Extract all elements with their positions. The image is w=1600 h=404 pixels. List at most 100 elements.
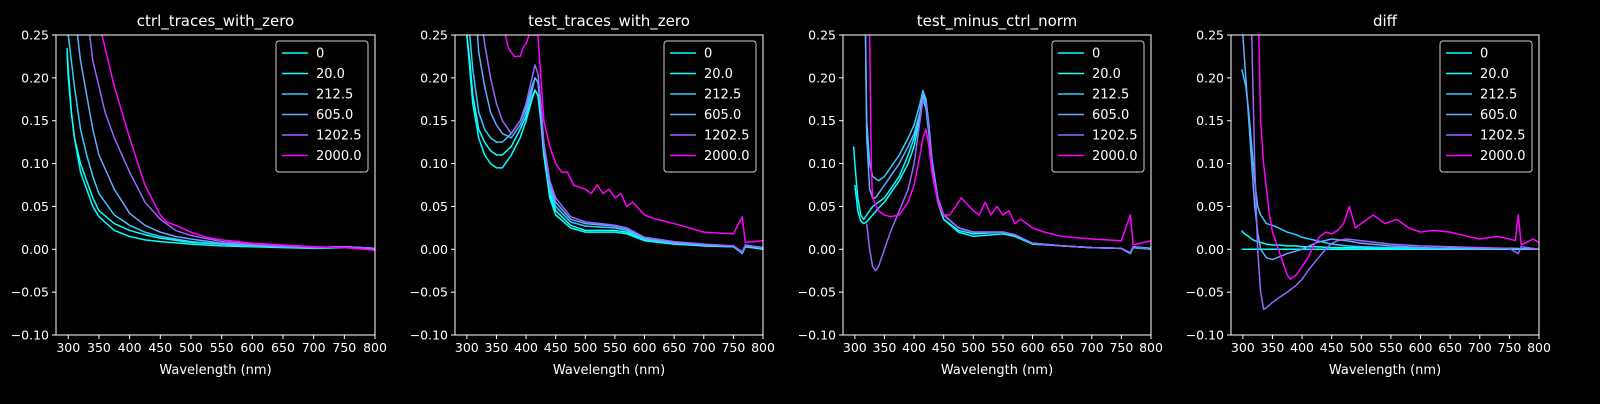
plot-frame: [55, 34, 376, 336]
y-tick-label: 0.00: [808, 242, 836, 257]
x-tick-label: 400: [118, 340, 142, 355]
y-tick-label: 0.10: [1196, 156, 1224, 171]
legend-label: 1202.5: [704, 129, 750, 144]
legend: 0 20.0 212.5 605.0 1202.5 2000.0: [663, 40, 757, 173]
y-tick-label: 0.05: [21, 199, 49, 214]
plot-lines: [852, 35, 1151, 272]
series-line-1202-5: [865, 98, 1151, 272]
x-axis-label: Wavelength (nm): [159, 363, 271, 378]
y-tick-label: 0.25: [420, 28, 448, 43]
y-tick-label: −0.05: [410, 285, 448, 300]
x-tick-label: 500: [573, 340, 597, 355]
x-tick-label: 500: [1349, 340, 1373, 355]
y-tick-label: −0.05: [798, 285, 836, 300]
y-tick-label: 0.25: [1196, 28, 1224, 43]
x-tick-label: 700: [1080, 340, 1104, 355]
series-line-1202-5: [1250, 35, 1539, 311]
legend-label: 2000.0: [1480, 149, 1526, 164]
y-tick-label: 0.15: [1196, 113, 1224, 128]
x-tick-label: 750: [332, 340, 356, 355]
y-tick-label: 0.25: [21, 28, 49, 43]
x-tick-label: 600: [633, 340, 657, 355]
legend-label: 20.0: [704, 67, 733, 82]
x-axis-label: Wavelength (nm): [1329, 363, 1441, 378]
y-tick-label: −0.10: [11, 328, 49, 343]
x-tick-label: 450: [1320, 340, 1344, 355]
x-tick-label: 300: [56, 340, 80, 355]
x-tick-label: 350: [87, 340, 111, 355]
subplot-1: 300 350 400 450 500 550 600 650 700 750 800 −0.10 −0…: [11, 12, 387, 378]
legend-label: 212.5: [704, 88, 741, 103]
x-tick-label: 700: [692, 340, 716, 355]
y-tick-label: 0.20: [1196, 70, 1224, 85]
x-tick-label: 350: [485, 340, 509, 355]
x-tick-label: 450: [932, 340, 956, 355]
y-tick-label: 0.00: [1196, 242, 1224, 257]
x-tick-label: 750: [721, 340, 745, 355]
x-tick-label: 500: [179, 340, 203, 355]
x-tick-label: 300: [843, 340, 867, 355]
x-tick-label: 700: [1468, 340, 1492, 355]
subplot-title: test_traces_with_zero: [528, 12, 690, 31]
legend-label: 605.0: [1092, 108, 1129, 123]
legend-label: 0: [1092, 47, 1100, 62]
x-tick-label: 800: [1139, 340, 1163, 355]
series-line-2000-0: [1258, 35, 1539, 281]
y-tick-label: 0.05: [1196, 199, 1224, 214]
y-tick-label: 0.10: [808, 156, 836, 171]
y-tick-label: 0.15: [420, 113, 448, 128]
x-tick-label: 650: [662, 340, 686, 355]
y-tick-label: −0.10: [410, 328, 448, 343]
legend-label: 0: [316, 47, 324, 62]
legend-label: 20.0: [1092, 67, 1121, 82]
x-tick-label: 300: [1231, 340, 1255, 355]
subplot-4: 300 350 400 450 500 550 600 650 700 750 800 −0.10 −0…: [1186, 12, 1551, 378]
legend-label: 2000.0: [316, 149, 362, 164]
subplot-3: 300 350 400 450 500 550 600 650 700 750 800 −0.10 −0…: [798, 12, 1163, 378]
x-tick-label: 750: [1497, 340, 1521, 355]
x-tick-label: 650: [271, 340, 295, 355]
legend-label: 212.5: [316, 88, 353, 103]
x-tick-label: 750: [1109, 340, 1133, 355]
y-tick-label: 0.15: [21, 113, 49, 128]
legend: 0 20.0 212.5 605.0 1202.5 2000.0: [1439, 40, 1533, 173]
y-tick-label: 0.10: [21, 156, 49, 171]
legend-label: 605.0: [1480, 108, 1517, 123]
x-tick-label: 550: [603, 340, 627, 355]
x-tick-label: 700: [302, 340, 326, 355]
plot-lines: [466, 35, 763, 255]
x-tick-label: 400: [514, 340, 538, 355]
y-tick-label: 0.05: [808, 199, 836, 214]
x-tick-label: 500: [961, 340, 985, 355]
y-tick-label: 0.10: [420, 156, 448, 171]
x-tick-label: 450: [148, 340, 172, 355]
plot-lines: [66, 35, 375, 251]
x-tick-label: 550: [991, 340, 1015, 355]
legend-label: 20.0: [1480, 67, 1509, 82]
x-tick-label: 400: [902, 340, 926, 355]
x-tick-label: 300: [455, 340, 479, 355]
y-tick-label: −0.10: [1186, 328, 1224, 343]
y-tick-label: 0.00: [21, 242, 49, 257]
x-tick-label: 800: [363, 340, 387, 355]
x-tick-label: 550: [210, 340, 234, 355]
x-tick-label: 450: [544, 340, 568, 355]
x-axis-label: Wavelength (nm): [941, 363, 1053, 378]
legend-label: 212.5: [1480, 88, 1517, 103]
legend-label: 1202.5: [1480, 129, 1526, 144]
subplot-title: test_minus_ctrl_norm: [917, 12, 1078, 31]
x-tick-label: 800: [1527, 340, 1551, 355]
series-line-1202-5: [482, 35, 763, 254]
legend: 0 20.0 212.5 605.0 1202.5 2000.0: [1051, 40, 1145, 173]
x-tick-label: 600: [240, 340, 264, 355]
legend-label: 212.5: [1092, 88, 1129, 103]
series-line-2000-0: [504, 35, 763, 244]
x-tick-label: 650: [1050, 340, 1074, 355]
legend-label: 0: [1480, 47, 1488, 62]
legend-label: 2000.0: [1092, 149, 1138, 164]
x-tick-label: 650: [1438, 340, 1462, 355]
series-line-2000-0: [868, 35, 1151, 246]
legend-label: 20.0: [316, 67, 345, 82]
